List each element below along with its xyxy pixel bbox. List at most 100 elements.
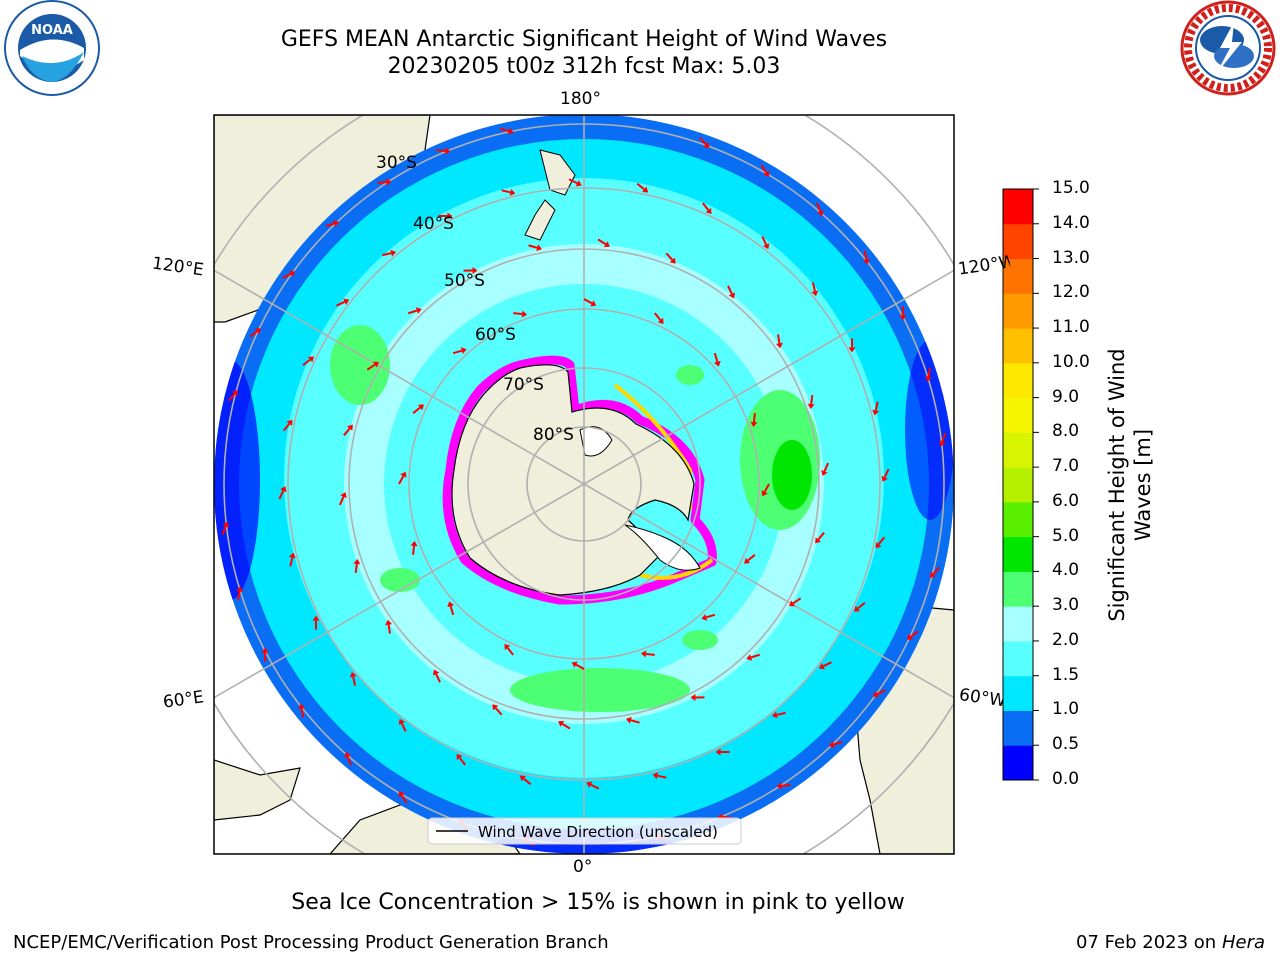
- sea-ice-note: Sea Ice Concentration > 15% is shown in …: [291, 890, 905, 915]
- wind-arrow: [227, 390, 238, 402]
- chart-subtitle: 20230205 t00z 312h fcst Max: 5.03: [387, 54, 781, 79]
- arrow-legend: Wind Wave Direction (unscaled): [427, 817, 742, 845]
- colorbar-tick-label: 14.0: [1052, 212, 1090, 233]
- colorbar-segment: [1003, 710, 1033, 746]
- colorbar-segment: [1003, 536, 1033, 572]
- colorbar-tick-label: 15.0: [1052, 178, 1090, 198]
- wind-arrow: [377, 178, 392, 186]
- lon-label-180: 180°: [560, 89, 601, 109]
- wind-arrow: [336, 298, 350, 307]
- wind-arrow: [872, 401, 880, 416]
- lat-label-50s: 50°S: [444, 271, 485, 291]
- wind-arrow: [761, 483, 770, 497]
- colorbar-tick-label: 1.0: [1052, 699, 1080, 720]
- colorbar-tick-label: 3.0: [1052, 595, 1080, 616]
- wind-arrow: [760, 164, 770, 177]
- wind-arrow: [744, 554, 756, 564]
- wind-arrow: [815, 532, 825, 544]
- colorbar-segment: [1003, 223, 1033, 260]
- wind-arrow: [282, 419, 293, 432]
- colorbar-segment: [1003, 606, 1033, 642]
- wind-arrow: [261, 647, 269, 662]
- wind-arrow: [701, 202, 712, 215]
- colorbar-tick-label: 0.0: [1052, 769, 1080, 789]
- colorbar-segment: [1003, 501, 1033, 538]
- wind-arrow: [701, 613, 716, 621]
- wind-arrow: [432, 669, 441, 683]
- colorbar-tick-label: 4.0: [1052, 560, 1080, 581]
- colorbar-segment: [1003, 571, 1033, 607]
- colorbar-tick-label: 6.0: [1052, 490, 1080, 511]
- colorbar: [1002, 188, 1039, 781]
- lat-label-70s: 70°S: [503, 375, 544, 395]
- wind-arrow: [410, 540, 418, 555]
- lat-label-80s: 80°S: [533, 425, 574, 445]
- wind-arrow: [654, 312, 664, 324]
- wind-arrow: [312, 615, 320, 630]
- wind-arrow: [499, 127, 514, 135]
- wind-arrow: [456, 753, 467, 766]
- colorbar-tick-label: 13.0: [1052, 247, 1090, 268]
- wind-arrow: [249, 328, 262, 338]
- wind-arrow: [571, 661, 585, 670]
- wind-arrow: [353, 558, 361, 573]
- wind-arrow: [338, 492, 347, 506]
- wind-arrow: [282, 270, 296, 279]
- noaa-logo-text: NOAA: [31, 23, 73, 38]
- colorbar-tick-label: 10.0: [1052, 351, 1090, 372]
- wind-arrow: [382, 249, 397, 257]
- colorbar-segment: [1003, 640, 1033, 677]
- colorbar-tick-label: 8.0: [1052, 421, 1080, 442]
- nws-logo: [1180, 0, 1276, 96]
- wind-arrow: [715, 748, 730, 756]
- wind-arrow: [930, 566, 941, 578]
- legend-label: Wind Wave Direction (unscaled): [478, 823, 718, 841]
- footer-date: 07 Feb 2023 on Hera: [1076, 932, 1265, 953]
- wind-arrow: [807, 395, 815, 410]
- wind-arrow: [713, 352, 721, 367]
- wind-arrow: [789, 597, 802, 607]
- wind-arrow: [727, 285, 736, 299]
- wind-arrow: [640, 650, 655, 658]
- wind-arrow: [761, 236, 770, 250]
- wind-arrow: [872, 689, 886, 698]
- wind-arrow: [690, 693, 705, 701]
- colorbar-segment: [1003, 258, 1033, 294]
- colorbar-segment: [1003, 432, 1033, 468]
- wind-arrow: [436, 147, 451, 155]
- wind-arrow: [811, 282, 819, 297]
- wind-arrow: [848, 338, 856, 353]
- wind-arrow: [586, 781, 600, 790]
- wind-arrow: [385, 619, 393, 634]
- colorbar-tick-label: 11.0: [1052, 317, 1090, 338]
- lat-label-40s: 40°S: [413, 214, 454, 234]
- lat-label-30s: 30°S: [376, 153, 417, 173]
- wind-arrow: [746, 653, 760, 661]
- wind-arrow: [862, 250, 870, 265]
- colorbar-segment: [1003, 328, 1033, 364]
- wind-arrow: [438, 212, 453, 220]
- colorbar-tick-label: 5.0: [1052, 525, 1080, 546]
- lon-label-0: 0°: [573, 857, 593, 877]
- noaa-logo: NOAA: [4, 0, 100, 96]
- colorbar-segment: [1003, 189, 1033, 225]
- wind-arrow: [821, 462, 830, 476]
- wind-arrow: [412, 404, 424, 414]
- wind-arrow: [278, 486, 287, 500]
- wind-arrow: [776, 782, 791, 790]
- colorbar-tick-label: 12.0: [1052, 282, 1090, 303]
- wind-arrow: [818, 661, 832, 670]
- wind-arrow: [343, 424, 353, 436]
- colorbar-tick-label: 9.0: [1052, 386, 1080, 407]
- wind-arrow: [625, 716, 640, 724]
- colorbar-tick-label: 1.5: [1052, 664, 1080, 685]
- wind-arrow: [504, 644, 514, 656]
- wind-arrow: [568, 178, 582, 187]
- map-frame: [213, 114, 955, 855]
- wind-arrow: [236, 586, 244, 601]
- lat-label-60s: 60°S: [475, 325, 516, 345]
- colorbar-segment: [1003, 397, 1033, 433]
- wind-arrow: [302, 356, 315, 367]
- colorbar-segment: [1003, 293, 1033, 329]
